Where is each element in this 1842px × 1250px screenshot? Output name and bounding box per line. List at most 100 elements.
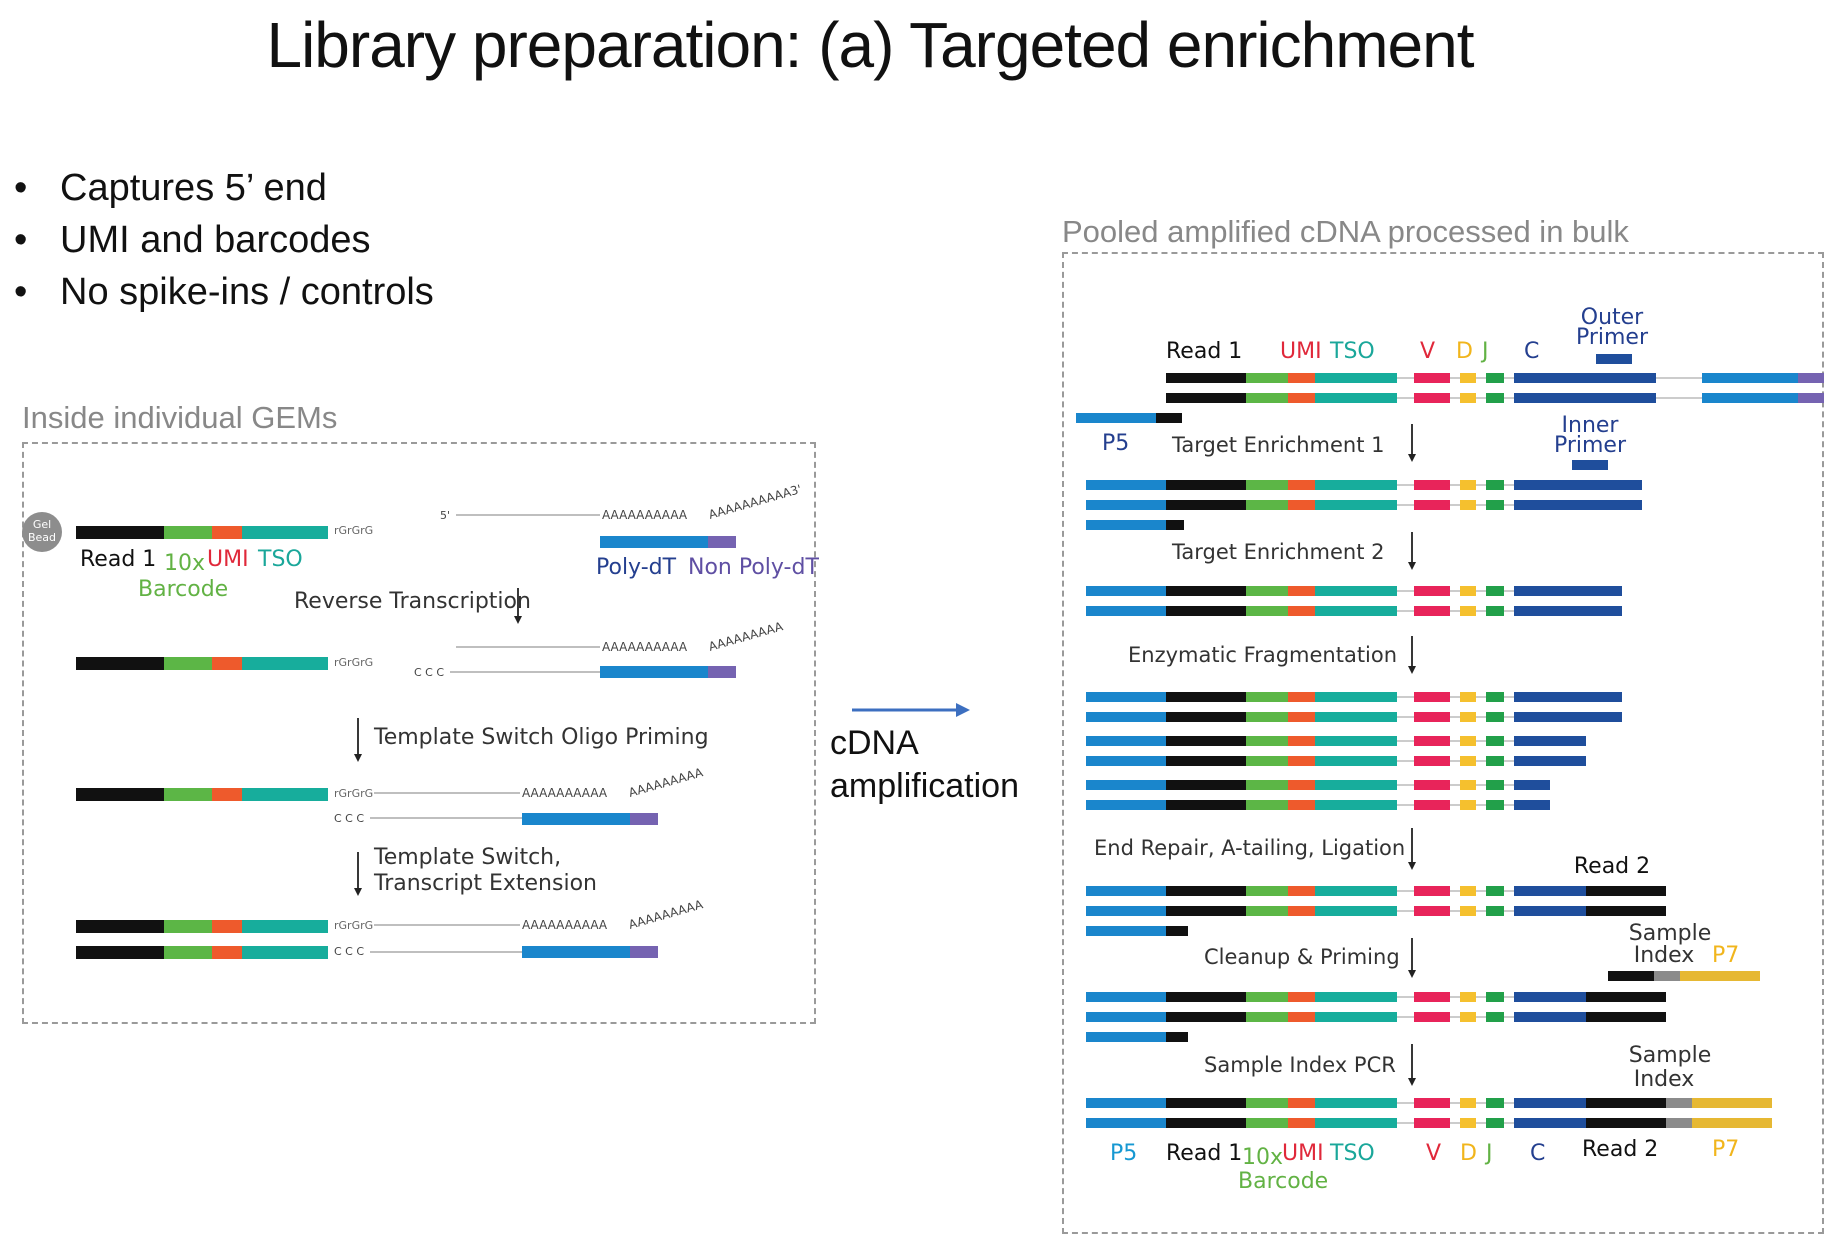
tso-label: TSO — [1329, 1141, 1375, 1166]
non-polydt-segment — [1798, 393, 1824, 403]
tso-label: TSO — [257, 547, 303, 572]
polya-tail-label: AAAAAAAAA — [627, 765, 705, 800]
barcode-segment — [1246, 1012, 1288, 1022]
barcode-segment — [164, 526, 212, 539]
j-segment — [1486, 1118, 1504, 1128]
v-segment — [1414, 500, 1450, 510]
d-segment — [1460, 1098, 1476, 1108]
step-transcript-extension: Transcript Extension — [373, 871, 597, 896]
p5-segment — [1086, 780, 1166, 790]
read1-segment — [1166, 886, 1246, 896]
non-polydt-segment — [1798, 373, 1824, 383]
inner-primer-label: Primer — [1554, 433, 1627, 458]
te2-arrow-head — [1408, 562, 1416, 570]
read1-segment — [1166, 500, 1246, 510]
tso-segment — [1315, 800, 1397, 810]
barcode-segment — [164, 788, 212, 801]
j-segment — [1486, 992, 1504, 1002]
v-label: V — [1420, 339, 1435, 364]
outer-primer-label: Primer — [1576, 325, 1649, 350]
read1-segment — [1166, 1118, 1246, 1128]
read1-segment — [76, 920, 164, 933]
barcode-segment — [1246, 1098, 1288, 1108]
c-label: C — [1524, 339, 1539, 364]
bullet-dot: • — [14, 271, 28, 313]
p5-segment — [1086, 1118, 1166, 1128]
read1-segment — [76, 788, 164, 801]
cdna-label-line2: amplification — [830, 767, 1019, 805]
read1-segment — [1166, 692, 1246, 702]
cdna-label-line1: cDNA — [830, 724, 919, 762]
polydt-segment — [600, 666, 708, 678]
barcode-label: Barcode — [138, 577, 228, 602]
read1-segment — [1166, 992, 1246, 1002]
d-segment — [1460, 1012, 1476, 1022]
read1-segment — [1166, 906, 1246, 916]
barcode-segment — [164, 657, 212, 670]
rgrgrg-label: rGrGrG — [334, 919, 373, 932]
j-segment — [1486, 692, 1504, 702]
er-arrow-head — [1408, 862, 1416, 870]
p7-label: P7 — [1712, 943, 1739, 968]
read2-segment — [1586, 886, 1666, 896]
umi-label: UMI — [1282, 1141, 1324, 1166]
c-segment — [1514, 992, 1586, 1002]
j-label: J — [1484, 1141, 1493, 1166]
umi-segment — [1288, 800, 1315, 810]
c-segment — [1514, 712, 1622, 722]
umi-segment — [1288, 992, 1315, 1002]
tso-segment — [242, 657, 328, 670]
step-enzymatic-fragmentation: Enzymatic Fragmentation — [1128, 643, 1397, 667]
rgrgrg-label: rGrGrG — [334, 787, 373, 800]
tso-segment — [1315, 1118, 1397, 1128]
tso-segment — [1315, 992, 1397, 1002]
j-segment — [1486, 780, 1504, 790]
ccc-label: C C C — [414, 666, 444, 679]
j-segment — [1486, 606, 1504, 616]
p5-segment — [1086, 906, 1166, 916]
bullet-dot: • — [14, 167, 28, 209]
c-segment — [1514, 780, 1550, 790]
v-segment — [1414, 712, 1450, 722]
tso-segment — [1315, 736, 1397, 746]
p5-segment — [1086, 992, 1166, 1002]
polydt-segment — [522, 946, 630, 958]
five-prime-label: 5' — [440, 509, 450, 522]
cp-arrow-head — [1408, 970, 1416, 978]
umi-segment — [1288, 480, 1315, 490]
d-segment — [1460, 780, 1476, 790]
p5-segment — [1086, 586, 1166, 596]
umi-segment — [1288, 1012, 1315, 1022]
p5-segment — [1086, 480, 1166, 490]
barcode-segment — [1246, 500, 1288, 510]
read1-segment — [1166, 393, 1246, 403]
umi-segment — [1288, 1118, 1315, 1128]
d-segment — [1460, 712, 1476, 722]
j-segment — [1486, 1012, 1504, 1022]
umi-segment — [212, 657, 242, 670]
v-segment — [1414, 906, 1450, 916]
d-segment — [1460, 800, 1476, 810]
step-end-repair: End Repair, A-tailing, Ligation — [1094, 836, 1405, 860]
non-polydt-label: Non Poly-dT — [688, 555, 819, 580]
c-segment — [1514, 586, 1622, 596]
v-segment — [1414, 373, 1450, 383]
tso-segment — [1315, 1012, 1397, 1022]
c-segment — [1514, 906, 1586, 916]
right-panel-title: Pooled amplified cDNA processed in bulk — [1062, 214, 1629, 249]
d-segment — [1460, 606, 1476, 616]
v-segment — [1414, 800, 1450, 810]
v-segment — [1414, 736, 1450, 746]
read2-segment — [1586, 1098, 1666, 1108]
barcode-segment — [1246, 393, 1288, 403]
tsop-arrow-head — [354, 754, 362, 762]
c-segment — [1514, 480, 1642, 490]
j-label: J — [1480, 339, 1489, 364]
d-segment — [1460, 692, 1476, 702]
tso-segment — [1315, 906, 1397, 916]
inner-primer-segment — [1572, 460, 1608, 470]
c-segment — [1514, 736, 1586, 746]
polya-label: AAAAAAAAAA — [602, 640, 688, 654]
read1-segment — [76, 946, 164, 959]
p7-label: P7 — [1712, 1137, 1739, 1162]
